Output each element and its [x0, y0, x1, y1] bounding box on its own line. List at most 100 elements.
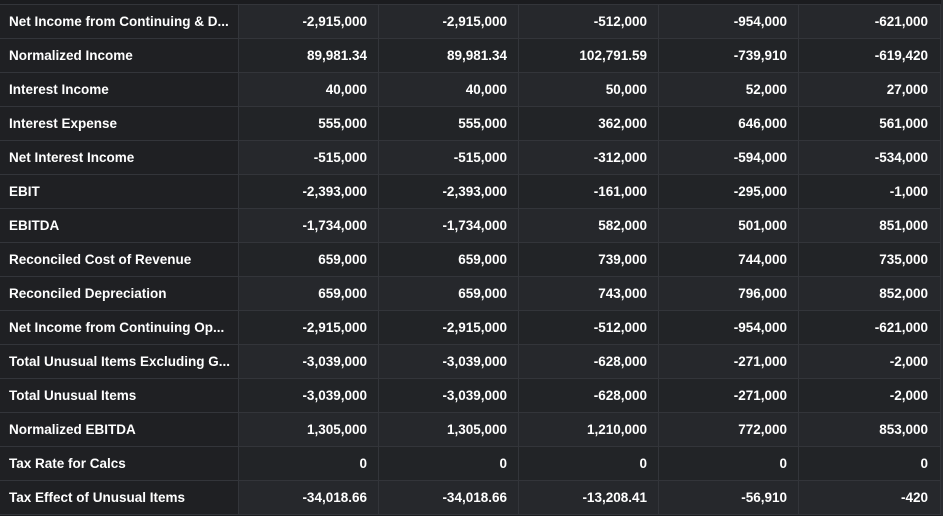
- value-cell: -3,039,000: [239, 379, 379, 412]
- value-cell: -512,000: [519, 311, 659, 344]
- value-cell: 744,000: [659, 243, 799, 276]
- scrollbar-track[interactable]: [941, 0, 943, 516]
- table-row: Net Income from Continuing Op... -2,915,0…: [0, 311, 941, 345]
- value-cell: -594,000: [659, 141, 799, 174]
- value-cell: -2,915,000: [239, 311, 379, 344]
- value-cell: -3,039,000: [379, 379, 519, 412]
- value-cell: 659,000: [379, 243, 519, 276]
- row-label: Total Unusual Items Excluding G...: [0, 345, 239, 378]
- value-cell: 735,000: [799, 243, 941, 276]
- value-cell: -161,000: [519, 175, 659, 208]
- value-cell: -34,018.66: [379, 481, 519, 514]
- row-label: Normalized EBITDA: [0, 413, 239, 446]
- value-cell: 852,000: [799, 277, 941, 310]
- row-label: Net Interest Income: [0, 141, 239, 174]
- value-cell: 659,000: [379, 277, 519, 310]
- value-cell: -954,000: [659, 5, 799, 38]
- value-cell: 796,000: [659, 277, 799, 310]
- table-row: Total Unusual Items Excluding G... -3,039…: [0, 345, 941, 379]
- value-cell: 102,791.59: [519, 39, 659, 72]
- value-cell: 555,000: [239, 107, 379, 140]
- value-cell: 89,981.34: [239, 39, 379, 72]
- value-cell: -515,000: [239, 141, 379, 174]
- value-cell: 646,000: [659, 107, 799, 140]
- value-cell: -515,000: [379, 141, 519, 174]
- row-label: Net Income from Continuing Op...: [0, 311, 239, 344]
- value-cell: -628,000: [519, 379, 659, 412]
- table-row: Tax Effect of Unusual Items -34,018.66 -34…: [0, 481, 941, 515]
- value-cell: -1,000: [799, 175, 941, 208]
- value-cell: 89,981.34: [379, 39, 519, 72]
- table-row: Reconciled Cost of Revenue 659,000 659,000…: [0, 243, 941, 277]
- value-cell: -954,000: [659, 311, 799, 344]
- row-label: Interest Income: [0, 73, 239, 106]
- table-row: Tax Rate for Calcs 0 0 0 0 0: [0, 447, 941, 481]
- value-cell: 0: [519, 447, 659, 480]
- value-cell: 0: [799, 447, 941, 480]
- table-row: Interest Expense 555,000 555,000 362,000 646…: [0, 107, 941, 141]
- value-cell: -534,000: [799, 141, 941, 174]
- value-cell: -621,000: [799, 311, 941, 344]
- table-row: Net Interest Income -515,000 -515,000 -312,…: [0, 141, 941, 175]
- row-label: Tax Effect of Unusual Items: [0, 481, 239, 514]
- value-cell: -512,000: [519, 5, 659, 38]
- value-cell: 52,000: [659, 73, 799, 106]
- value-cell: 1,210,000: [519, 413, 659, 446]
- value-cell: 582,000: [519, 209, 659, 242]
- value-cell: 362,000: [519, 107, 659, 140]
- value-cell: 659,000: [239, 243, 379, 276]
- value-cell: 851,000: [799, 209, 941, 242]
- value-cell: 659,000: [239, 277, 379, 310]
- value-cell: -621,000: [799, 5, 941, 38]
- table-row: Normalized Income 89,981.34 89,981.34 102,7…: [0, 39, 941, 73]
- value-cell: 555,000: [379, 107, 519, 140]
- table-row: EBITDA -1,734,000 -1,734,000 582,000 501,000…: [0, 209, 941, 243]
- value-cell: 0: [379, 447, 519, 480]
- value-cell: -1,734,000: [379, 209, 519, 242]
- value-cell: -56,910: [659, 481, 799, 514]
- row-label: EBIT: [0, 175, 239, 208]
- value-cell: -34,018.66: [239, 481, 379, 514]
- table-row: EBIT -2,393,000 -2,393,000 -161,000 -295,000…: [0, 175, 941, 209]
- table-row: Interest Income 40,000 40,000 50,000 52,000 2…: [0, 73, 941, 107]
- value-cell: -3,039,000: [239, 345, 379, 378]
- row-label: Normalized Income: [0, 39, 239, 72]
- value-cell: 27,000: [799, 73, 941, 106]
- value-cell: -271,000: [659, 345, 799, 378]
- value-cell: 40,000: [239, 73, 379, 106]
- value-cell: -2,000: [799, 345, 941, 378]
- financials-table: Net Income from Continuing & D... -2,915,…: [0, 4, 941, 515]
- value-cell: 1,305,000: [239, 413, 379, 446]
- value-cell: -628,000: [519, 345, 659, 378]
- table-row: Total Unusual Items -3,039,000 -3,039,000-…: [0, 379, 941, 413]
- value-cell: 50,000: [519, 73, 659, 106]
- value-cell: -2,393,000: [239, 175, 379, 208]
- value-cell: -2,393,000: [379, 175, 519, 208]
- value-cell: 40,000: [379, 73, 519, 106]
- value-cell: -420: [799, 481, 941, 514]
- value-cell: 501,000: [659, 209, 799, 242]
- value-cell: 853,000: [799, 413, 941, 446]
- value-cell: 0: [239, 447, 379, 480]
- row-label: Tax Rate for Calcs: [0, 447, 239, 480]
- row-label: Reconciled Depreciation: [0, 277, 239, 310]
- value-cell: -2,915,000: [239, 5, 379, 38]
- row-label: Net Income from Continuing & D...: [0, 5, 239, 38]
- table-row: Net Income from Continuing & D... -2,915,…: [0, 5, 941, 39]
- value-cell: -2,000: [799, 379, 941, 412]
- value-cell: -13,208.41: [519, 481, 659, 514]
- value-cell: -271,000: [659, 379, 799, 412]
- value-cell: 0: [659, 447, 799, 480]
- value-cell: 739,000: [519, 243, 659, 276]
- value-cell: -1,734,000: [239, 209, 379, 242]
- value-cell: -3,039,000: [379, 345, 519, 378]
- value-cell: -312,000: [519, 141, 659, 174]
- value-cell: -295,000: [659, 175, 799, 208]
- row-label: Interest Expense: [0, 107, 239, 140]
- row-label: EBITDA: [0, 209, 239, 242]
- row-label: Total Unusual Items: [0, 379, 239, 412]
- value-cell: 561,000: [799, 107, 941, 140]
- value-cell: -619,420: [799, 39, 941, 72]
- value-cell: -739,910: [659, 39, 799, 72]
- table-row: Normalized EBITDA 1,305,000 1,305,000 1,210…: [0, 413, 941, 447]
